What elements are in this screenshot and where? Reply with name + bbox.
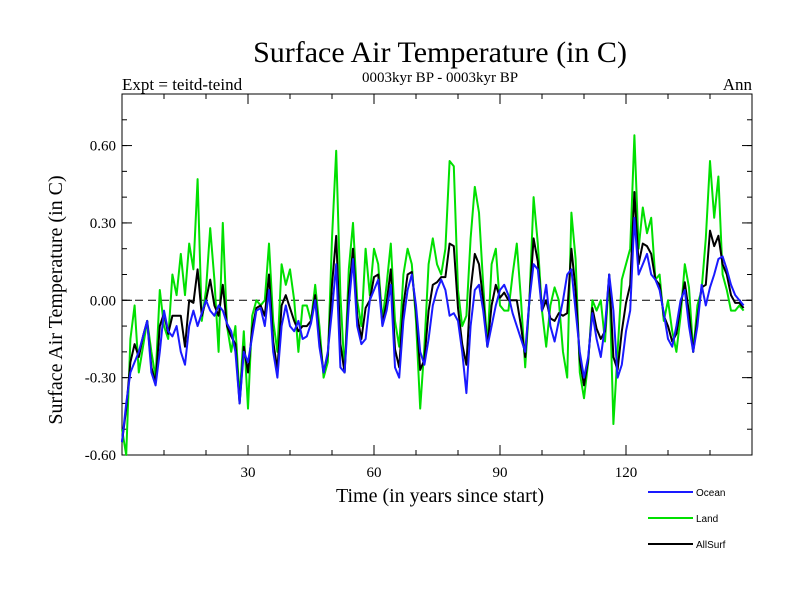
legend-label-land: Land <box>696 514 718 525</box>
series-layer <box>121 134 745 456</box>
chart-subtitle: 0003kyr BP - 0003kyr BP <box>362 70 518 86</box>
y-tick-label: 0.00 <box>90 293 116 309</box>
series-line-allsurf <box>121 190 745 443</box>
y-tick-label: -0.60 <box>85 448 116 464</box>
series-line-land <box>121 134 745 456</box>
season-label: Ann <box>723 75 753 94</box>
legend-label-allsurf: AllSurf <box>696 540 726 551</box>
y-axis-label: Surface Air Temperature (in C) <box>45 175 67 424</box>
x-axis-label: Time (in years since start) <box>336 485 544 507</box>
y-tick-label: -0.30 <box>85 371 116 387</box>
x-tick-label: 120 <box>615 465 638 481</box>
y-tick-label: 0.30 <box>90 216 116 232</box>
experiment-label: Expt = teitd-teind <box>122 75 243 94</box>
axis-ticks: 30 60 90 120 -0.60 -0.30 0.00 0.30 0.60 <box>85 94 752 481</box>
legend-label-ocean: Ocean <box>696 488 725 499</box>
legend: Ocean Land AllSurf <box>648 488 726 551</box>
chart-title: Surface Air Temperature (in C) <box>253 36 627 69</box>
x-tick-label: 90 <box>493 465 508 481</box>
y-tick-label: 0.60 <box>90 139 116 155</box>
series-line-ocean <box>121 216 745 443</box>
x-tick-label: 30 <box>241 465 256 481</box>
plot-border <box>121 93 753 456</box>
x-tick-label: 60 <box>367 465 382 481</box>
plot-area <box>121 93 753 456</box>
